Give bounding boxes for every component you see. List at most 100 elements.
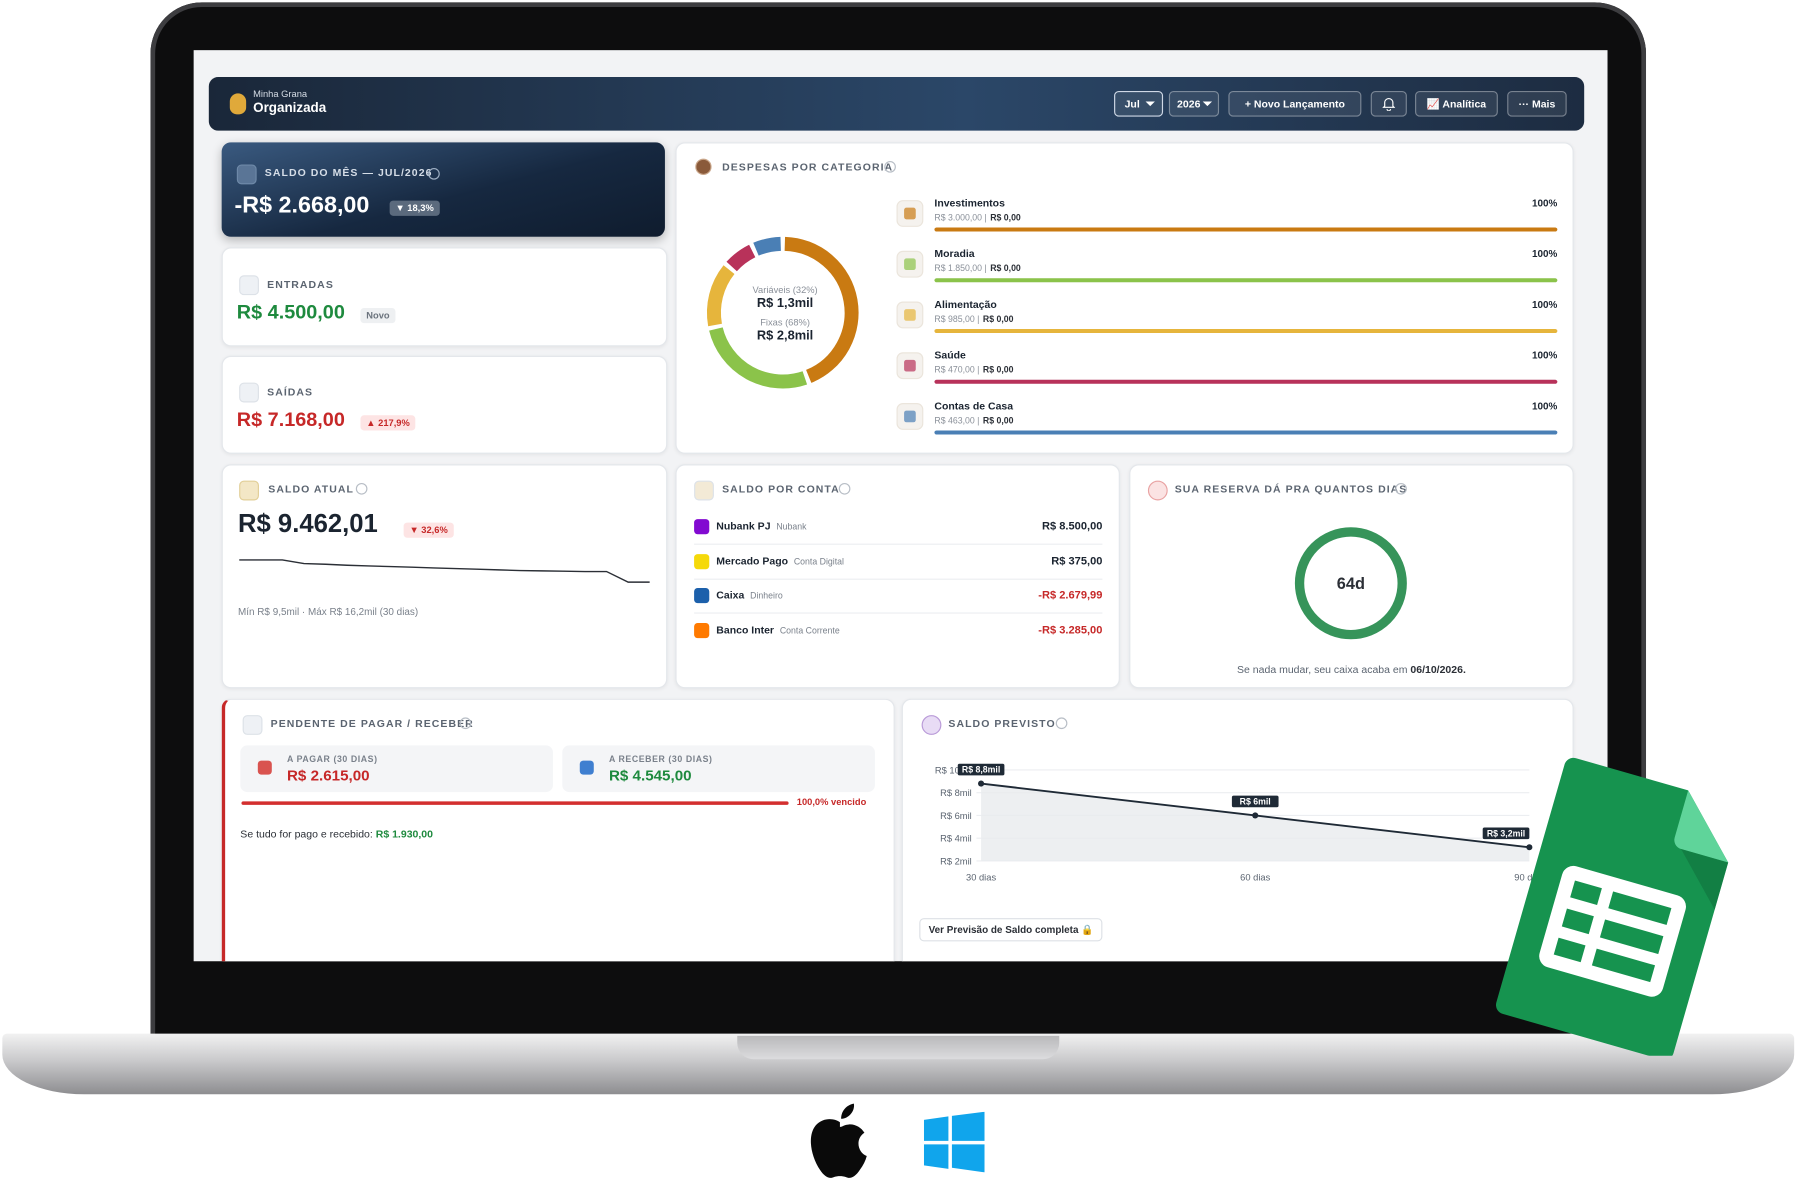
summary: Se tudo for pago e recebido: R$ 1.930,00 — [240, 829, 433, 839]
card-icon — [242, 715, 263, 735]
y-tick-label: R$ 4mil — [940, 834, 972, 844]
category-name: Alimentação — [934, 300, 996, 311]
card-title: SUA RESERVA DÁ PRA QUANTOS DIAS — [1174, 482, 1408, 495]
reserve-ring: 64d — [1294, 527, 1407, 640]
box-icon — [579, 760, 594, 775]
point — [1252, 812, 1259, 819]
box-label: A PAGAR (30 DIAS) — [286, 753, 378, 765]
to-receive-box: A RECEBER (30 DIAS) R$ 4.545,00 — [562, 745, 875, 793]
category-bars: R$ 3.000,00 | R$ 0,00 R$ 1.850,00 | R$ 0,00… — [896, 198, 1558, 435]
card-title: SALDO POR CONTA — [722, 482, 840, 495]
income-card: ENTRADAS R$ 4.500,00 Novo — [221, 247, 668, 347]
category-percent: 100% — [1532, 401, 1558, 412]
donut-segment — [709, 327, 808, 389]
info-icon — [459, 717, 472, 730]
donut-center-value: R$ 2,8mil — [757, 327, 813, 342]
month-select[interactable]: Jul — [1114, 90, 1164, 117]
account-row: Nubank PJ Nubank — [716, 521, 806, 531]
account-balance: R$ 8.500,00 — [1042, 520, 1103, 534]
account-balance: -R$ 3.285,00 — [1038, 624, 1103, 638]
spent: R$ 0,00 — [990, 212, 1021, 222]
account-type: Conta Digital — [793, 556, 844, 567]
apple-logo — [810, 1103, 867, 1178]
account-balance: -R$ 2.679,99 — [1038, 589, 1103, 603]
card-label: SALDO DO MÊS — JUL/2026 — [264, 166, 433, 179]
planned: R$ 470,00 | — [934, 365, 979, 375]
change-badge: ▲ 217,9% — [360, 415, 416, 431]
category-detail: R$ 3.000,00 | R$ 0,00 — [934, 212, 1021, 222]
category-detail: R$ 1.850,00 | R$ 0,00 — [934, 263, 1021, 273]
forecast-card: SALDO PREVISTO R$ 2mil R$ 4mil R$ 6mil R$ 8… — [901, 698, 1574, 962]
reserve-note: Se nada mudar, seu caixa acaba em 06/10/… — [1130, 663, 1572, 676]
account-name: Nubank PJ — [716, 520, 771, 532]
value-label-box — [1231, 795, 1279, 808]
brand-icon — [229, 93, 247, 115]
spent: R$ 0,00 — [983, 365, 1014, 375]
account-name: Caixa — [716, 589, 745, 602]
card-icon — [694, 480, 714, 501]
box-icon — [257, 760, 272, 775]
overdue-bar — [241, 801, 789, 805]
expenses-card: SAÍDAS R$ 7.168,00 ▲ 217,9% — [221, 355, 668, 454]
box-value: R$ 4.545,00 — [608, 766, 692, 784]
card-label: ENTRADAS — [267, 278, 334, 291]
info-icon — [355, 482, 368, 495]
account-icon — [694, 553, 710, 569]
caret — [1145, 101, 1155, 110]
donut-chart: Variáveis (32%) R$ 1,3mil Fixas (68%) R$… — [706, 236, 859, 389]
bar — [934, 379, 1558, 384]
forecast-link[interactable]: Ver Previsão de Saldo completa 🔒 — [919, 918, 1103, 942]
category-icon-glyph — [904, 309, 916, 321]
monthly-balance-card: SALDO DO MÊS — JUL/2026 -R$ 2.668,00 ▼ 1… — [221, 142, 665, 237]
account-row: Mercado Pago Conta Digital — [716, 556, 844, 566]
value-label-box — [957, 763, 1005, 776]
value-label: R$ 6mil — [1240, 797, 1271, 807]
current-balance-card: SALDO ATUAL R$ 9.462,01 ▼ 32,6% Mín R$ 9… — [221, 464, 668, 689]
account-icon — [694, 623, 710, 639]
point — [1526, 844, 1533, 851]
analytics-button[interactable]: 📈 Analítica — [1415, 90, 1498, 117]
donut-segment — [706, 265, 735, 327]
category-name: Saúde — [934, 351, 966, 362]
account-name: Mercado Pago — [716, 554, 789, 567]
ring — [1294, 527, 1407, 640]
value-label: R$ 8,8mil — [962, 765, 1000, 775]
laptop-notch — [737, 1035, 1060, 1060]
value-label-box — [1482, 827, 1530, 840]
donut-segment — [784, 236, 859, 383]
planned: R$ 1.850,00 | — [934, 263, 986, 273]
category-icon-glyph — [904, 359, 916, 372]
card-icon — [239, 275, 259, 296]
y-tick-label: R$ 6mil — [940, 811, 972, 821]
row-divider — [694, 612, 1103, 615]
app-name: Organizada — [253, 101, 327, 116]
area — [981, 783, 1530, 861]
category-icon-glyph — [904, 207, 916, 220]
card-icon — [236, 164, 257, 185]
account-balance: R$ 375,00 — [1051, 554, 1103, 568]
donut-segment — [753, 236, 782, 256]
new-entry-button[interactable]: + Novo Lançamento — [1228, 90, 1362, 117]
more-button[interactable]: ··· Mais — [1507, 90, 1567, 117]
reserve-card: SUA RESERVA DÁ PRA QUANTOS DIAS 64d Se n… — [1129, 464, 1574, 689]
year-select[interactable]: 2026 — [1168, 90, 1220, 117]
bar — [934, 328, 1558, 334]
planned: R$ 985,00 | — [934, 314, 979, 324]
bar — [934, 278, 1558, 283]
note-date: 06/10/2026. — [1410, 663, 1466, 676]
category-icon-glyph — [904, 410, 916, 423]
account-type: Dinheiro — [750, 590, 783, 602]
category-detail: R$ 985,00 | R$ 0,00 — [934, 314, 1013, 324]
sheets-icon — [1495, 757, 1729, 1056]
category-percent: 100% — [1532, 249, 1558, 260]
status-badge: Novo — [360, 307, 396, 324]
summary-text: Se tudo for pago e recebido: — [240, 828, 373, 840]
donut-center-label: Fixas (68%) — [760, 317, 810, 327]
x-tick-label: 30 dias — [966, 873, 996, 883]
notifications-button[interactable] — [1370, 90, 1407, 117]
balance-sparkline — [239, 559, 650, 583]
x-tick-label: 90 dias — [1514, 873, 1544, 883]
info-icon — [1055, 717, 1068, 730]
